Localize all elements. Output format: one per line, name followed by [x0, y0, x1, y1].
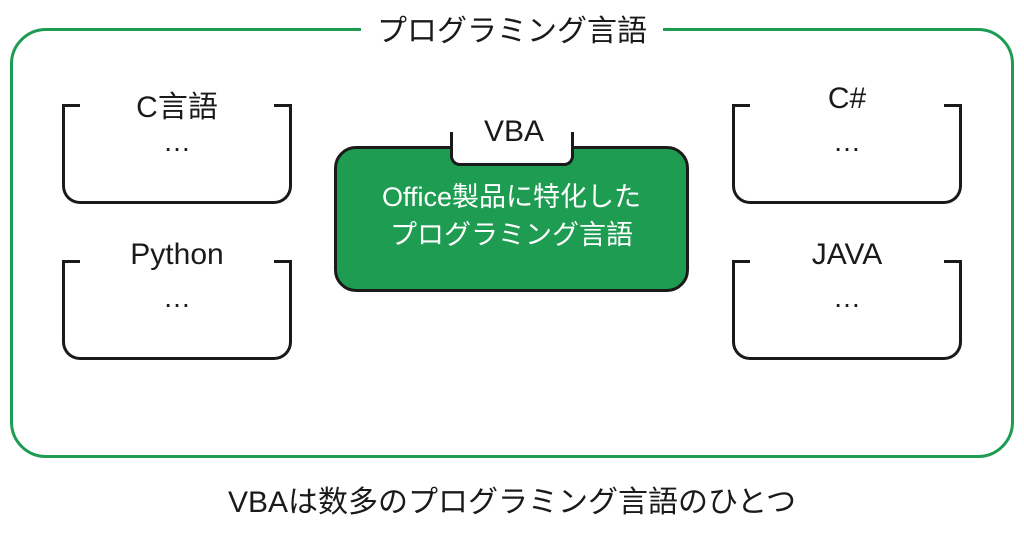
vba-title: VBA: [480, 115, 548, 149]
outer-title: プログラミング言語: [361, 6, 663, 50]
lang-title-csharp: C#: [820, 82, 874, 116]
lang-title-c: C言語: [128, 82, 226, 126]
vba-desc-line1: Office製品に特化した: [337, 179, 686, 217]
caption: VBAは数多のプログラミング言語のひとつ: [228, 477, 796, 521]
lang-box-c: C言語 …: [62, 104, 292, 204]
lang-box-python: Python …: [62, 260, 292, 360]
lang-box-java: JAVA …: [732, 260, 962, 360]
lang-title-java: JAVA: [804, 238, 891, 272]
vba-desc-line2: プログラミング言語: [337, 217, 686, 255]
lang-title-python: Python: [122, 238, 231, 272]
vba-box: Office製品に特化した プログラミング言語: [334, 146, 689, 292]
lang-box-csharp: C# …: [732, 104, 962, 204]
